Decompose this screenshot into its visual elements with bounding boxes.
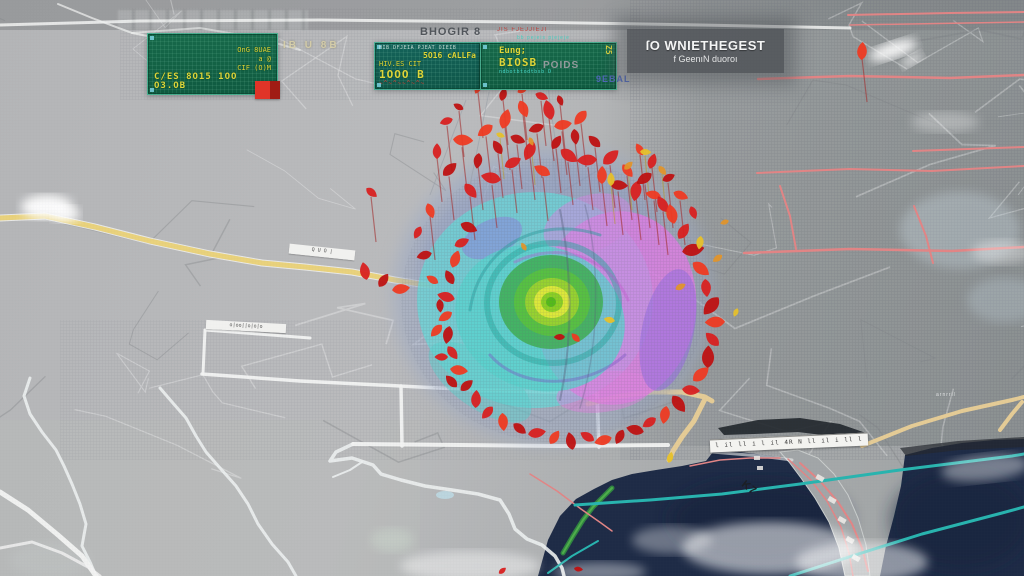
panel1-line3: CIF (O)M bbox=[237, 64, 271, 72]
nebal-label: 9EBAL bbox=[596, 74, 631, 84]
red-scribble-top-label: JIS FJEJJIEJI bbox=[497, 27, 548, 33]
data-panel-1: OnG 8UAE a @ CIF (O)M C/ES 8O15 1OO O3.O… bbox=[147, 33, 278, 95]
panel2-line3: 1OOO B bbox=[379, 68, 425, 81]
panel1-line4: C/ES 8O15 1OO O3.OB bbox=[154, 72, 238, 91]
panel3-line2: BIOSB bbox=[499, 56, 538, 69]
broadcaster-logo: ſO WNIETHEGEST f GeenıN duoroı bbox=[627, 29, 784, 73]
panel2-scribble: HIB DFJEIA PJEAT OIEIB bbox=[379, 45, 457, 51]
bhogir-label: BHOGIR 8 bbox=[420, 26, 482, 38]
panel3-side-label: Z5 bbox=[604, 45, 613, 55]
teal-scribble-top-label: bb pejeis pjejeje bbox=[517, 35, 570, 41]
panel3-teal-scribble: ndbotbtodtbsb D bbox=[499, 69, 552, 75]
logo-title: ſO WNIETHEGEST bbox=[645, 38, 766, 53]
panel2-line2: HIV.ES CIT bbox=[379, 60, 422, 68]
panel1-line1: OnG 8UAE bbox=[237, 46, 271, 54]
panel1-line2: a @ bbox=[258, 55, 271, 63]
beige-glyphs-label: IB U 8B bbox=[283, 40, 340, 51]
panel2-line1: 5O16 cALLFa bbox=[423, 51, 476, 60]
panel3-line1: Eung; bbox=[499, 46, 527, 56]
logo-subtitle: f GeenıN duoroı bbox=[673, 54, 738, 64]
data-panel-3: Eung; BIOSB ndbotbtodtbsb D Z5 bbox=[480, 42, 617, 90]
data-panel-2: HIB DFJEIA PJEAT OIEIB 5O16 cALLFa HIV.E… bbox=[374, 42, 481, 90]
red-square-marker bbox=[255, 81, 280, 99]
panel2-red-scribble: ~^~^~~^~^~ bbox=[379, 80, 426, 87]
ghost-ui-strip bbox=[118, 10, 308, 30]
ne-tiny-label: arnrril bbox=[936, 392, 956, 398]
poids-label: POIDS bbox=[543, 60, 580, 71]
